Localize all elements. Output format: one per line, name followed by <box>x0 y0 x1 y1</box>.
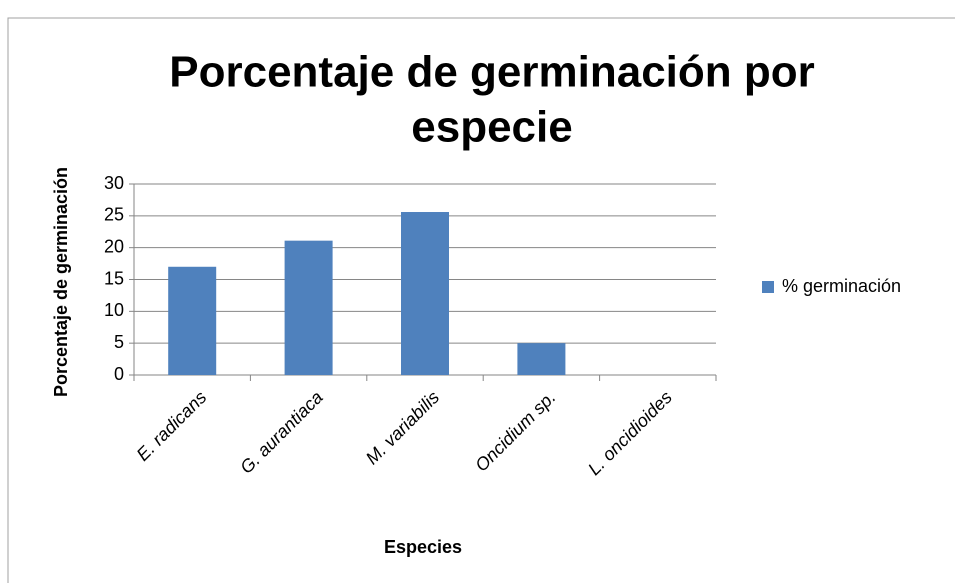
bar <box>284 240 333 375</box>
legend-swatch <box>762 281 774 293</box>
y-tick-label: 25 <box>104 205 124 225</box>
x-axis-title: Especies <box>384 537 462 557</box>
chart-title: Porcentaje de germinación por <box>169 48 815 97</box>
x-tick-label: Oncidium sp. <box>471 387 559 475</box>
y-tick-label: 0 <box>114 364 124 384</box>
bar <box>517 343 566 375</box>
x-tick-label: E. radicans <box>133 387 211 465</box>
y-tick-label: 15 <box>104 268 124 288</box>
y-tick-label: 5 <box>114 332 124 352</box>
y-tick-label: 10 <box>104 300 124 320</box>
x-tick-label: L. oncidioides <box>584 387 676 479</box>
legend-label: % germinación <box>782 276 901 296</box>
y-tick-label: 30 <box>104 173 124 193</box>
y-axis-title: Porcentaje de germinación <box>51 167 71 397</box>
bar <box>401 212 449 375</box>
chart-title: especie <box>411 103 572 152</box>
y-tick-label: 20 <box>104 236 124 256</box>
x-tick-label: M. variabilis <box>362 387 443 468</box>
bar <box>168 266 217 375</box>
chart-border <box>7 17 955 583</box>
x-tick-label: G. aurantiaca <box>236 387 327 478</box>
